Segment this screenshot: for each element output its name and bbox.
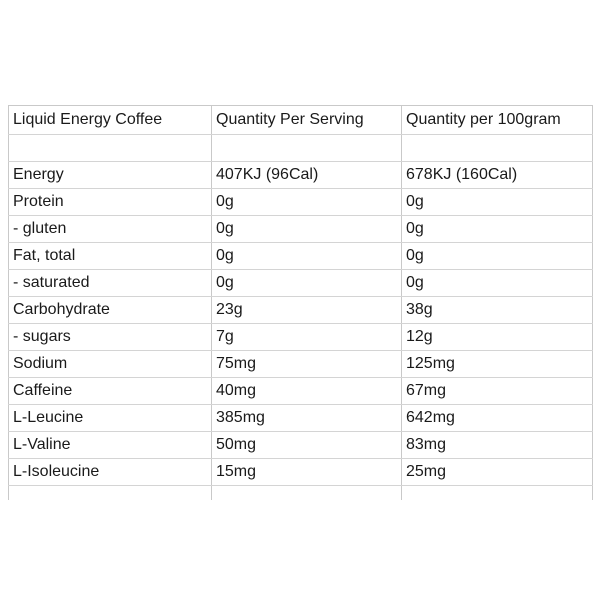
nutrient-label-cell[interactable]: Protein (8, 188, 212, 216)
per-100gram-cell[interactable]: 12g (401, 323, 593, 351)
per-serving-cell[interactable]: 407KJ (96Cal) (211, 161, 402, 189)
nutrient-label-cell[interactable]: - sugars (8, 323, 212, 351)
per-100gram-cell[interactable]: 67mg (401, 377, 593, 405)
nutrient-label-cell[interactable]: L-Leucine (8, 404, 212, 432)
per-100gram-cell[interactable]: 125mg (401, 350, 593, 378)
table-cell-empty[interactable] (401, 485, 593, 500)
table-cell-empty[interactable] (8, 134, 212, 162)
nutrient-label-cell[interactable]: Energy (8, 161, 212, 189)
per-100gram-cell[interactable]: 0g (401, 269, 593, 297)
table-row: Energy 407KJ (96Cal) 678KJ (160Cal) (8, 161, 593, 189)
per-serving-cell[interactable]: 385mg (211, 404, 402, 432)
per-100gram-cell[interactable]: 642mg (401, 404, 593, 432)
per-serving-cell[interactable]: 7g (211, 323, 402, 351)
blank-row (8, 134, 593, 162)
per-100gram-cell[interactable]: 38g (401, 296, 593, 324)
per-serving-cell[interactable]: 23g (211, 296, 402, 324)
per-100gram-cell[interactable]: 0g (401, 215, 593, 243)
per-serving-cell[interactable]: 0g (211, 269, 402, 297)
table-row: - saturated 0g 0g (8, 269, 593, 297)
nutrition-table: Liquid Energy Coffee Quantity Per Servin… (8, 105, 593, 500)
per-serving-cell[interactable]: 0g (211, 215, 402, 243)
table-row: - gluten 0g 0g (8, 215, 593, 243)
table-row: Fat, total 0g 0g (8, 242, 593, 270)
nutrient-label-cell[interactable]: Carbohydrate (8, 296, 212, 324)
header-row: Liquid Energy Coffee Quantity Per Servin… (8, 105, 593, 135)
nutrient-label-cell[interactable]: - gluten (8, 215, 212, 243)
per-serving-cell[interactable]: 0g (211, 242, 402, 270)
table-row: Carbohydrate 23g 38g (8, 296, 593, 324)
per-serving-cell[interactable]: 40mg (211, 377, 402, 405)
per-100gram-cell[interactable]: 83mg (401, 431, 593, 459)
per-100gram-cell[interactable]: 0g (401, 188, 593, 216)
per-serving-cell[interactable]: 75mg (211, 350, 402, 378)
per-100gram-cell[interactable]: 678KJ (160Cal) (401, 161, 593, 189)
table-cell-empty[interactable] (211, 134, 402, 162)
header-product-name[interactable]: Liquid Energy Coffee (8, 105, 212, 135)
table-row: L-Leucine 385mg 642mg (8, 404, 593, 432)
nutrient-label-cell[interactable]: Caffeine (8, 377, 212, 405)
table-row: Sodium 75mg 125mg (8, 350, 593, 378)
trailing-row (8, 485, 593, 500)
nutrient-label-cell[interactable]: Sodium (8, 350, 212, 378)
per-serving-cell[interactable]: 50mg (211, 431, 402, 459)
per-100gram-cell[interactable]: 25mg (401, 458, 593, 486)
table-row: L-Isoleucine 15mg 25mg (8, 458, 593, 486)
nutrient-label-cell[interactable]: L-Isoleucine (8, 458, 212, 486)
table-row: Caffeine 40mg 67mg (8, 377, 593, 405)
header-quantity-per-100gram[interactable]: Quantity per 100gram (401, 105, 593, 135)
table-row: - sugars 7g 12g (8, 323, 593, 351)
per-serving-cell[interactable]: 0g (211, 188, 402, 216)
nutrient-label-cell[interactable]: - saturated (8, 269, 212, 297)
nutrition-spreadsheet: Liquid Energy Coffee Quantity Per Servin… (8, 105, 593, 500)
table-row: Protein 0g 0g (8, 188, 593, 216)
table-row: L-Valine 50mg 83mg (8, 431, 593, 459)
nutrient-label-cell[interactable]: L-Valine (8, 431, 212, 459)
table-cell-empty[interactable] (401, 134, 593, 162)
nutrient-label-cell[interactable]: Fat, total (8, 242, 212, 270)
table-cell-empty[interactable] (211, 485, 402, 500)
per-100gram-cell[interactable]: 0g (401, 242, 593, 270)
table-cell-empty[interactable] (8, 485, 212, 500)
per-serving-cell[interactable]: 15mg (211, 458, 402, 486)
header-quantity-per-serving[interactable]: Quantity Per Serving (211, 105, 402, 135)
